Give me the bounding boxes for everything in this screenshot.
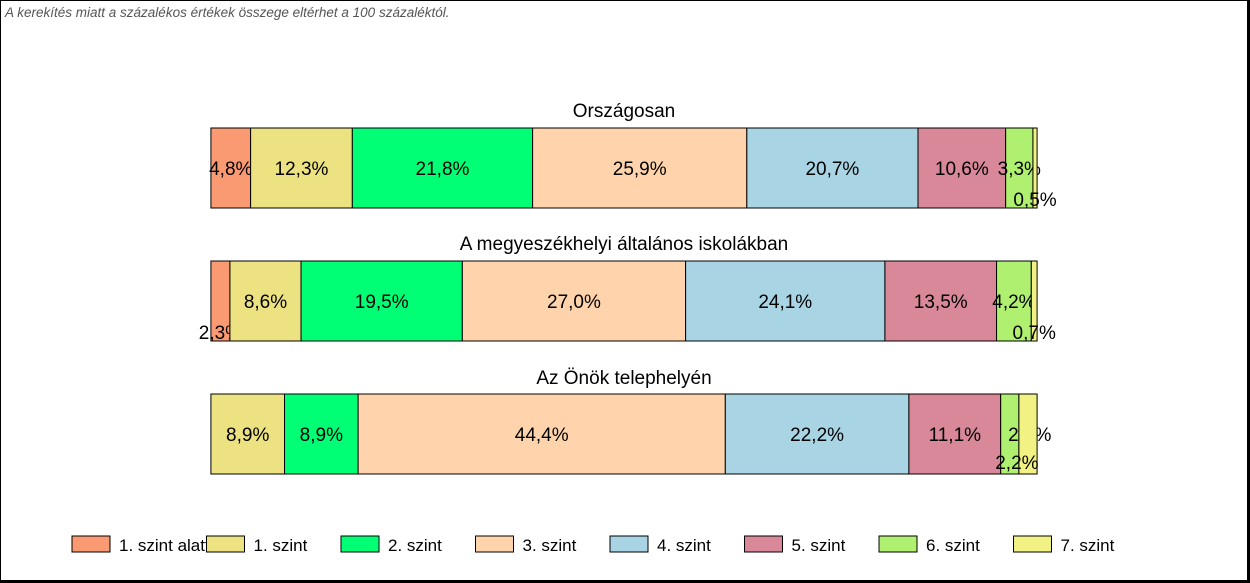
bar-value-label-0-4: 20,7% bbox=[805, 159, 859, 180]
legend-label-7: 7. szint bbox=[1061, 536, 1115, 555]
bar-title-2: Az Önök telephelyén bbox=[536, 368, 711, 389]
bar-value-label-1-5: 13,5% bbox=[914, 292, 968, 313]
bar-segment-2-5 bbox=[908, 393, 1002, 475]
bar-segment-0-4 bbox=[746, 127, 919, 209]
bar-segment-0-1 bbox=[250, 127, 353, 209]
bar-segment-1-4 bbox=[685, 260, 886, 342]
bar-segment-1-7 bbox=[1030, 260, 1038, 342]
bar-value-label-0-1: 12,3% bbox=[275, 159, 329, 180]
bar-title-1: A megyeszékhelyi általános iskolákban bbox=[460, 234, 788, 255]
bar-title-0: Országosan bbox=[573, 101, 675, 122]
bar-value-label-2-2: 8,9% bbox=[300, 425, 343, 446]
bar-value-label-0-5: 10,6% bbox=[935, 159, 989, 180]
rounding-note: A kerekítés miatt a százalékos értékek ö… bbox=[5, 5, 450, 20]
legend-swatch-7 bbox=[1013, 535, 1052, 553]
bar-value-label-0-6: 3,3% bbox=[998, 159, 1041, 180]
bar-value-label-1-2: 19,5% bbox=[355, 292, 409, 313]
legend-label-4: 4. szint bbox=[657, 536, 711, 555]
bar-segment-1-3 bbox=[461, 260, 687, 342]
legend-label-3: 3. szint bbox=[523, 536, 577, 555]
bar-segment-1-6 bbox=[996, 260, 1032, 342]
bar-value-label-2-4: 22,2% bbox=[790, 425, 844, 446]
bar-value-label-2-1: 8,9% bbox=[226, 425, 269, 446]
legend-label-5: 5. szint bbox=[792, 536, 846, 555]
bar-value-label-1-6: 4,2% bbox=[992, 292, 1035, 313]
legend-swatch-1 bbox=[206, 535, 245, 553]
bar-segment-2-3 bbox=[357, 393, 726, 475]
bar-value-label-2-3: 44,4% bbox=[515, 425, 569, 446]
legend-swatch-0 bbox=[71, 535, 111, 553]
bar-segment-2-4 bbox=[724, 393, 910, 475]
bar-segment-0-7 bbox=[1032, 127, 1038, 209]
bar-segment-0-5 bbox=[917, 127, 1007, 209]
bar-value-label-0-2: 21,8% bbox=[416, 159, 470, 180]
bar-segment-1-2 bbox=[300, 260, 463, 342]
legend-swatch-6 bbox=[878, 535, 918, 553]
bar-segment-1-5 bbox=[884, 260, 998, 342]
bar-value-label-0-3: 25,9% bbox=[613, 159, 667, 180]
legend-label-2: 2. szint bbox=[388, 536, 442, 555]
bar-value-label-0-7: 0,5% bbox=[1013, 190, 1056, 211]
legend-swatch-3 bbox=[475, 535, 514, 553]
bar-value-label-2-7: 2,2% bbox=[995, 453, 1038, 474]
legend-swatch-2 bbox=[340, 535, 380, 553]
legend-label-6: 6. szint bbox=[926, 536, 980, 555]
bar-value-label-0-0: 4,8% bbox=[209, 159, 252, 180]
bar-value-label-2-5: 11,1% bbox=[929, 425, 982, 446]
legend-swatch-5 bbox=[744, 535, 783, 553]
bar-segment-0-2 bbox=[351, 127, 534, 209]
bar-value-label-1-3: 27,0% bbox=[547, 292, 601, 313]
bar-segment-0-0 bbox=[210, 127, 252, 209]
bar-segment-0-3 bbox=[532, 127, 748, 209]
bar-segment-2-7 bbox=[1018, 393, 1038, 475]
bar-value-label-1-7: 0,7% bbox=[1013, 323, 1056, 344]
bar-value-label-1-4: 24,1% bbox=[758, 292, 812, 313]
legend-swatch-4 bbox=[609, 535, 649, 553]
bar-value-label-1-1: 8,6% bbox=[244, 292, 287, 313]
legend-label-0: 1. szint alatti bbox=[119, 536, 214, 555]
legend-label-1: 1. szint bbox=[254, 536, 308, 555]
